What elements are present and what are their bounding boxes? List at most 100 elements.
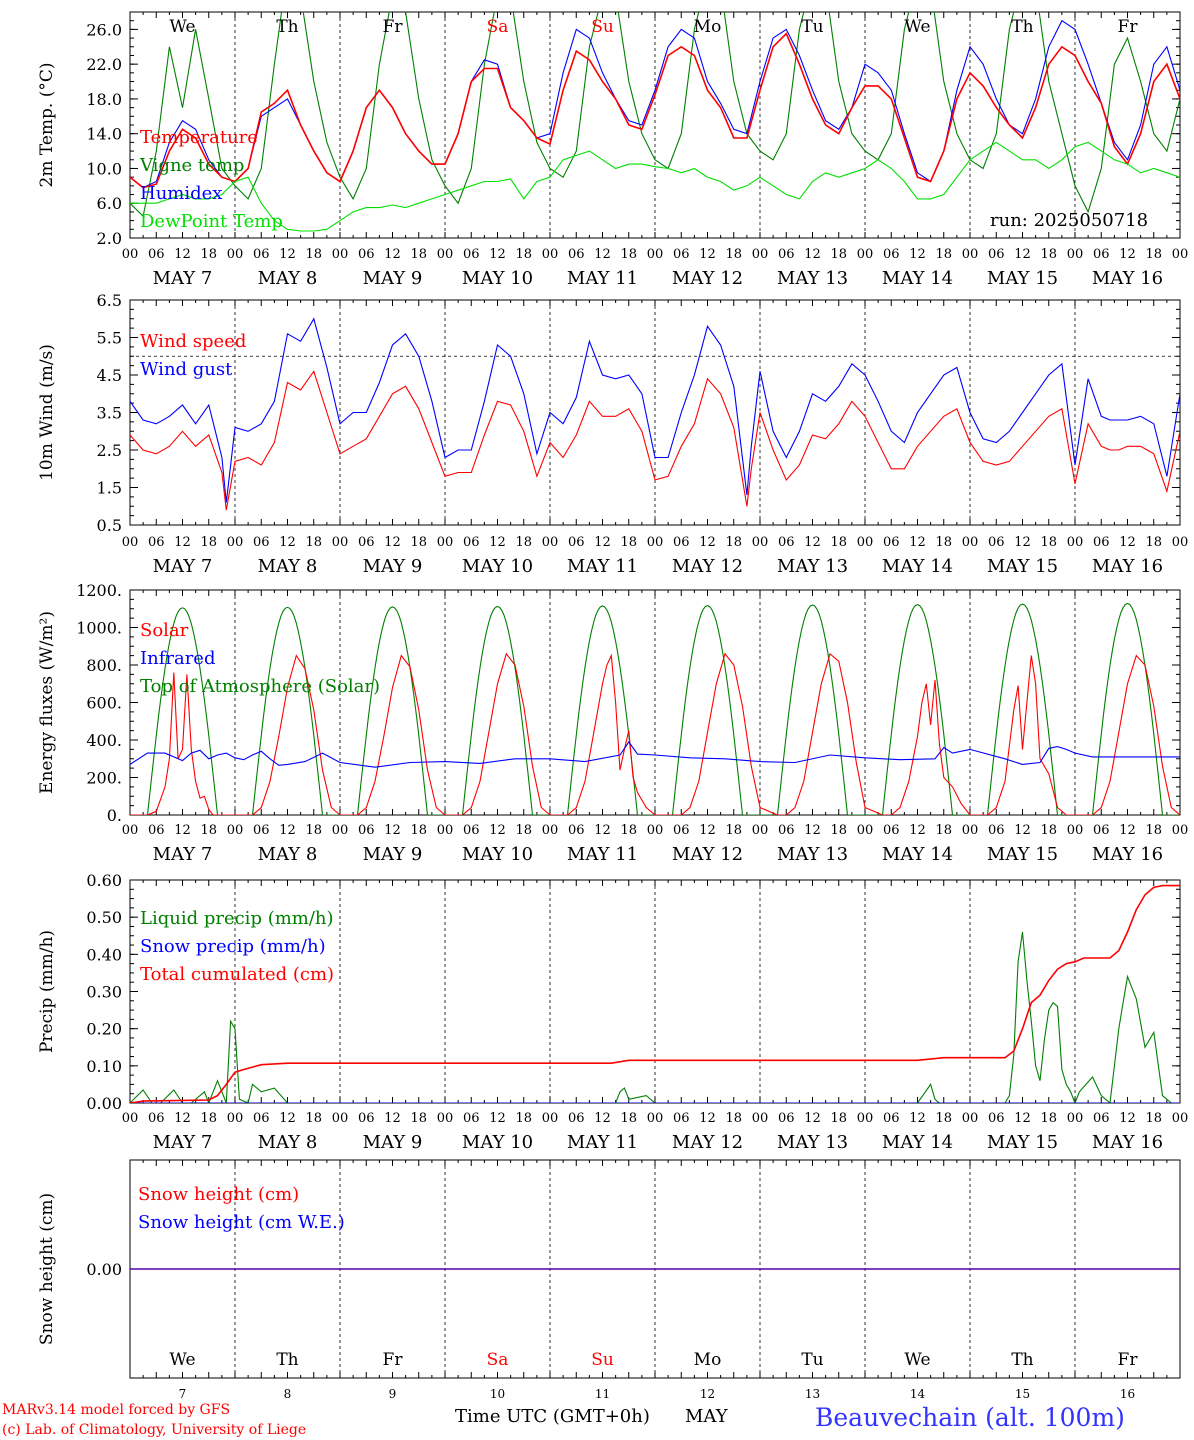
- hour-tick-label: 00: [437, 535, 454, 550]
- day-number-label: 7: [179, 1387, 187, 1401]
- legend-vigne-temp: Vigne temp: [139, 155, 244, 176]
- hour-tick-label: 06: [463, 1111, 480, 1126]
- date-label: MAY 12: [672, 268, 743, 289]
- date-label: MAY 8: [258, 844, 318, 865]
- hour-tick-label: 06: [883, 823, 900, 838]
- hour-tick-label: 18: [620, 1111, 637, 1126]
- hour-tick-label: 18: [200, 823, 217, 838]
- y-tick-label: 200.: [86, 769, 122, 788]
- y-tick-label: 2.5: [97, 441, 122, 460]
- day-name-label: Su: [591, 17, 614, 37]
- hour-tick-label: 12: [174, 823, 191, 838]
- hour-tick-label: 00: [542, 247, 559, 262]
- date-label: MAY 7: [153, 268, 213, 289]
- date-label: MAY 14: [882, 268, 953, 289]
- y-tick-label: 0.10: [86, 1057, 122, 1076]
- day-name-label: We: [904, 1350, 930, 1370]
- day-name-label: Mo: [694, 1350, 722, 1370]
- hour-tick-label: 06: [358, 247, 375, 262]
- hour-tick-label: 12: [1119, 1111, 1136, 1126]
- hour-tick-label: 06: [358, 823, 375, 838]
- legend-top-of-atmosphere-solar: Top of Atmosphere (Solar): [140, 676, 380, 697]
- hour-tick-label: 06: [568, 823, 585, 838]
- hour-tick-label: 12: [1014, 247, 1031, 262]
- hour-tick-label: 06: [148, 535, 165, 550]
- hour-tick-label: 12: [384, 247, 401, 262]
- hour-tick-label: 06: [148, 247, 165, 262]
- hour-tick-label: 12: [489, 823, 506, 838]
- hour-tick-label: 18: [410, 535, 427, 550]
- hour-tick-label: 18: [830, 247, 847, 262]
- y-tick-label: 800.: [86, 656, 122, 675]
- hour-tick-label: 00: [647, 823, 664, 838]
- hour-tick-label: 12: [1119, 823, 1136, 838]
- hour-tick-label: 12: [909, 535, 926, 550]
- hour-tick-label: 18: [305, 535, 322, 550]
- hour-tick-label: 12: [594, 535, 611, 550]
- hour-tick-label: 18: [1145, 823, 1162, 838]
- hour-tick-label: 18: [1145, 535, 1162, 550]
- y-tick-label: 0.40: [86, 945, 122, 964]
- series-line-temperature: [130, 32, 1180, 189]
- legend-liquid-precip-mm-h: Liquid precip (mm/h): [140, 908, 334, 929]
- hour-tick-label: 06: [883, 247, 900, 262]
- hour-tick-label: 12: [489, 535, 506, 550]
- y-tick-label: 26.0: [86, 20, 122, 39]
- hour-tick-label: 06: [778, 823, 795, 838]
- date-label: MAY 14: [882, 1132, 953, 1153]
- hour-tick-label: 06: [148, 823, 165, 838]
- hour-tick-label: 18: [515, 1111, 532, 1126]
- hour-tick-label: 18: [830, 823, 847, 838]
- hour-tick-label: 06: [568, 247, 585, 262]
- y-tick-label: 0.00: [86, 1260, 122, 1279]
- y-tick-label: 1.5: [97, 479, 122, 498]
- hour-tick-label: 00: [122, 535, 139, 550]
- y-axis-label: 2m Temp. (°C): [37, 62, 57, 187]
- day-name-label: We: [904, 17, 930, 37]
- hour-tick-label: 18: [305, 247, 322, 262]
- hour-tick-label: 12: [804, 1111, 821, 1126]
- hour-tick-label: 06: [148, 1111, 165, 1126]
- day-name-label: Fr: [383, 1350, 404, 1370]
- hour-tick-label: 00: [1172, 823, 1189, 838]
- series-line-dewpoint-temp: [130, 141, 1180, 232]
- hour-tick-label: 18: [200, 1111, 217, 1126]
- day-name-label: Fr: [1118, 1350, 1139, 1370]
- date-label: MAY 13: [777, 844, 848, 865]
- day-name-label: Fr: [383, 17, 404, 37]
- date-label: MAY 11: [567, 268, 638, 289]
- hour-tick-label: 06: [253, 247, 270, 262]
- hour-tick-label: 06: [568, 1111, 585, 1126]
- hour-tick-label: 06: [1093, 1111, 1110, 1126]
- hour-tick-label: 12: [804, 535, 821, 550]
- legend-infrared: Infrared: [140, 648, 215, 669]
- hour-tick-label: 00: [227, 535, 244, 550]
- day-name-label: Su: [591, 1350, 614, 1370]
- hour-tick-label: 18: [515, 823, 532, 838]
- hour-tick-label: 00: [227, 247, 244, 262]
- hour-tick-label: 18: [935, 1111, 952, 1126]
- day-name-label: Sa: [487, 17, 509, 37]
- y-tick-label: 18.0: [86, 90, 122, 109]
- date-label: MAY 7: [153, 1132, 213, 1153]
- hour-tick-label: 18: [830, 535, 847, 550]
- date-label: MAY 7: [153, 556, 213, 577]
- hour-tick-label: 00: [332, 247, 349, 262]
- hour-tick-label: 12: [384, 823, 401, 838]
- hour-tick-label: 18: [620, 247, 637, 262]
- hour-tick-label: 06: [253, 535, 270, 550]
- hour-tick-label: 12: [174, 247, 191, 262]
- day-number-label: 16: [1120, 1387, 1135, 1401]
- date-label: MAY 12: [672, 1132, 743, 1153]
- hour-tick-label: 18: [410, 247, 427, 262]
- y-tick-label: 4.5: [97, 366, 122, 385]
- hour-tick-label: 18: [305, 823, 322, 838]
- hour-tick-label: 00: [857, 1111, 874, 1126]
- hour-tick-label: 18: [1040, 1111, 1057, 1126]
- hour-tick-label: 12: [174, 535, 191, 550]
- day-name-label: Tu: [801, 17, 823, 37]
- hour-tick-label: 00: [1172, 247, 1189, 262]
- hour-tick-label: 00: [332, 823, 349, 838]
- y-tick-label: 1000.: [76, 619, 122, 638]
- hour-tick-label: 00: [1172, 1111, 1189, 1126]
